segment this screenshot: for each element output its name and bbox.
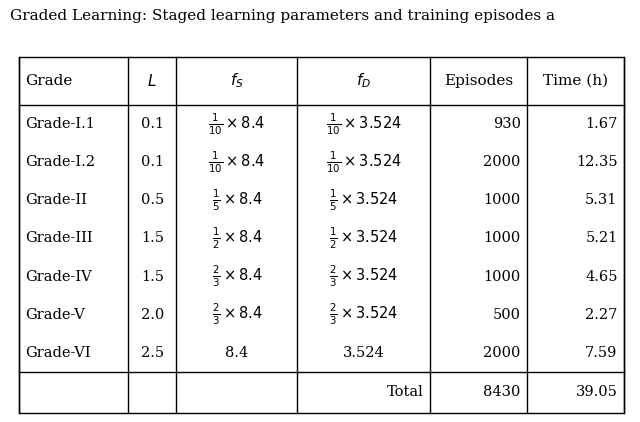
- Text: 2.0: 2.0: [141, 308, 164, 322]
- Text: 2000: 2000: [483, 346, 521, 360]
- Text: 3.524: 3.524: [343, 346, 385, 360]
- Text: Time (h): Time (h): [543, 74, 608, 88]
- Text: 2000: 2000: [483, 155, 521, 169]
- Text: 0.5: 0.5: [141, 193, 164, 207]
- Text: $\frac{1}{2} \times 3.524$: $\frac{1}{2} \times 3.524$: [330, 226, 399, 251]
- Text: $\frac{1}{10} \times 8.4$: $\frac{1}{10} \times 8.4$: [209, 149, 266, 175]
- Text: 8.4: 8.4: [225, 346, 248, 360]
- Text: 2.5: 2.5: [141, 346, 164, 360]
- Text: $\frac{1}{5} \times 8.4$: $\frac{1}{5} \times 8.4$: [212, 188, 262, 213]
- Text: $f_S$: $f_S$: [230, 72, 244, 90]
- Text: 4.65: 4.65: [585, 270, 618, 284]
- Text: $\frac{2}{3} \times 8.4$: $\frac{2}{3} \times 8.4$: [212, 302, 262, 327]
- Text: Grade-I.2: Grade-I.2: [26, 155, 95, 169]
- Text: 12.35: 12.35: [576, 155, 618, 169]
- Text: 2.27: 2.27: [585, 308, 618, 322]
- Text: $\frac{1}{2} \times 8.4$: $\frac{1}{2} \times 8.4$: [212, 226, 262, 251]
- Text: $f_D$: $f_D$: [356, 72, 371, 90]
- Text: $\frac{1}{10} \times 8.4$: $\frac{1}{10} \times 8.4$: [209, 111, 266, 137]
- Text: Grade: Grade: [26, 74, 73, 88]
- Text: Graded Learning: Staged learning parameters and training episodes a: Graded Learning: Staged learning paramet…: [10, 9, 555, 23]
- Text: Total: Total: [387, 385, 424, 399]
- Text: Grade-VI: Grade-VI: [26, 346, 92, 360]
- Text: Episodes: Episodes: [444, 74, 513, 88]
- Text: 1.67: 1.67: [585, 117, 618, 131]
- Text: 500: 500: [493, 308, 521, 322]
- Text: $\frac{2}{3} \times 8.4$: $\frac{2}{3} \times 8.4$: [212, 264, 262, 289]
- Text: Grade-III: Grade-III: [26, 231, 93, 246]
- Text: 1000: 1000: [484, 193, 521, 207]
- Text: 39.05: 39.05: [576, 385, 618, 399]
- Text: Grade-I.1: Grade-I.1: [26, 117, 95, 131]
- Text: 7.59: 7.59: [585, 346, 618, 360]
- Text: $\frac{1}{10} \times 3.524$: $\frac{1}{10} \times 3.524$: [326, 111, 402, 137]
- Text: 1.5: 1.5: [141, 231, 164, 246]
- Text: Grade-II: Grade-II: [26, 193, 88, 207]
- Text: 5.21: 5.21: [586, 231, 618, 246]
- Text: Grade-IV: Grade-IV: [26, 270, 92, 284]
- Text: 930: 930: [493, 117, 521, 131]
- Text: 1.5: 1.5: [141, 270, 164, 284]
- Text: 1000: 1000: [484, 231, 521, 246]
- Text: $\frac{2}{3} \times 3.524$: $\frac{2}{3} \times 3.524$: [330, 264, 399, 289]
- Text: 0.1: 0.1: [141, 117, 164, 131]
- Text: 0.1: 0.1: [141, 155, 164, 169]
- Text: 5.31: 5.31: [585, 193, 618, 207]
- Text: $\frac{1}{10} \times 3.524$: $\frac{1}{10} \times 3.524$: [326, 149, 402, 175]
- Text: $\frac{2}{3} \times 3.524$: $\frac{2}{3} \times 3.524$: [330, 302, 399, 327]
- Text: Grade-V: Grade-V: [26, 308, 86, 322]
- Text: 8430: 8430: [483, 385, 521, 399]
- Text: 1000: 1000: [484, 270, 521, 284]
- Text: $\frac{1}{5} \times 3.524$: $\frac{1}{5} \times 3.524$: [330, 188, 399, 213]
- Text: $L$: $L$: [147, 73, 157, 89]
